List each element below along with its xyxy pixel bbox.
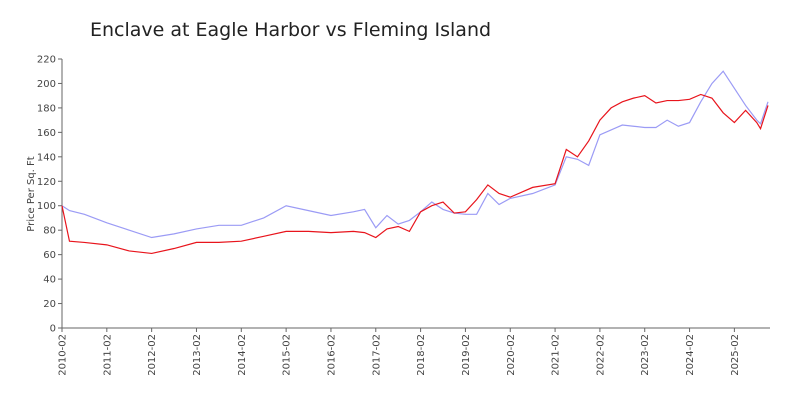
y-axis-label: Price Per Sq. Ft	[26, 156, 37, 231]
x-tick-label: 2017-02	[371, 334, 382, 376]
y-tick-label: 220	[37, 55, 56, 66]
x-tick-label: 2010-02	[58, 334, 69, 376]
chart-title: Enclave at Eagle Harbor vs Fleming Islan…	[90, 19, 491, 41]
y-tick-label: 200	[37, 79, 56, 90]
x-tick-label: 2016-02	[326, 334, 337, 376]
x-tick-label: 2020-02	[506, 334, 517, 376]
y-tick-label: 160	[37, 128, 56, 139]
x-tick-label: 2023-02	[640, 334, 651, 376]
x-tick-label: 2024-02	[685, 334, 696, 376]
x-tick-label: 2015-02	[282, 334, 293, 376]
y-tick-label: 20	[43, 299, 56, 310]
y-tick-label: 180	[37, 103, 56, 114]
y-tick-label: 100	[37, 201, 56, 212]
y-tick-label: 40	[43, 275, 56, 286]
x-tick-label: 2018-02	[416, 334, 427, 376]
y-tick-label: 0	[50, 324, 56, 335]
y-tick-label: 80	[43, 226, 56, 237]
y-tick-label: 140	[37, 152, 56, 163]
y-tick-label: 120	[37, 177, 56, 188]
x-tick-label: 2022-02	[595, 334, 606, 376]
series-line	[61, 70, 769, 239]
series-line	[61, 93, 769, 255]
y-tick-label: 60	[43, 250, 56, 261]
x-tick-label: 2019-02	[461, 334, 472, 376]
x-tick-label: 2014-02	[237, 334, 248, 376]
x-tick-label: 2012-02	[147, 334, 158, 376]
x-tick-label: 2025-02	[730, 334, 741, 376]
x-tick-label: 2021-02	[551, 334, 562, 376]
x-tick-label: 2011-02	[102, 334, 113, 376]
x-tick-label: 2013-02	[192, 334, 203, 376]
